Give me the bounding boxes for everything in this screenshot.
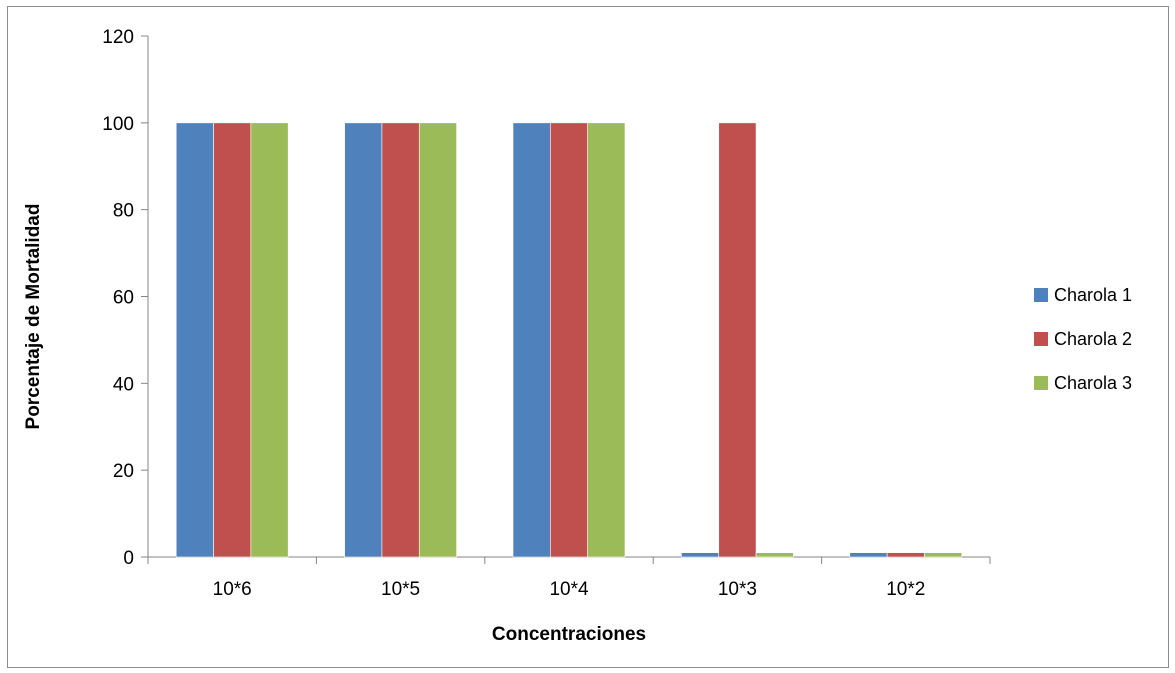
legend-swatch [1034,332,1048,346]
y-tick-label: 0 [123,548,134,569]
y-tick-label: 40 [113,374,134,395]
bars [175,122,963,558]
bar[interactable] [924,552,963,558]
x-tick-label: 10*3 [718,579,757,600]
legend-label: Charola 2 [1054,329,1132,349]
x-tick-label: 10*2 [886,579,925,600]
bar[interactable] [849,552,888,558]
y-tick-label: 20 [113,461,134,482]
y-axis: 0 20 40 60 80 100 120 [102,27,149,569]
x-axis: 10*6 10*5 10*4 10*3 10*2 [147,556,991,600]
y-axis-title: Porcentaje de Mortalidad [23,204,44,430]
x-axis-title: Concentraciones [492,624,646,645]
legend[interactable]: Charola 1 Charola 2 Charola 3 [1034,285,1132,393]
bar[interactable] [681,552,720,558]
bar[interactable] [344,122,383,558]
bar[interactable] [587,122,626,558]
legend-swatch [1034,376,1048,390]
legend-item[interactable]: Charola 1 [1034,285,1132,305]
bar[interactable] [550,122,588,558]
bar[interactable] [718,122,757,558]
x-tick-label: 10*6 [213,579,252,600]
y-tick-label: 60 [113,288,134,309]
bar[interactable] [418,122,457,558]
bar[interactable] [250,122,289,558]
bar[interactable] [175,122,214,558]
legend-item[interactable]: Charola 3 [1034,373,1132,393]
legend-label: Charola 3 [1054,373,1132,393]
bar[interactable] [886,552,925,558]
legend-swatch [1034,288,1048,302]
bar[interactable] [755,552,794,558]
y-tick-label: 120 [102,27,134,48]
x-tick-label: 10*5 [381,579,420,600]
legend-item[interactable]: Charola 2 [1034,329,1132,349]
y-tick-label: 80 [113,201,134,222]
bar[interactable] [213,122,252,558]
legend-label: Charola 1 [1054,285,1132,305]
bar[interactable] [512,122,551,558]
x-tick-label: 10*4 [549,579,589,600]
bar[interactable] [381,122,420,558]
y-tick-label: 100 [102,114,134,135]
